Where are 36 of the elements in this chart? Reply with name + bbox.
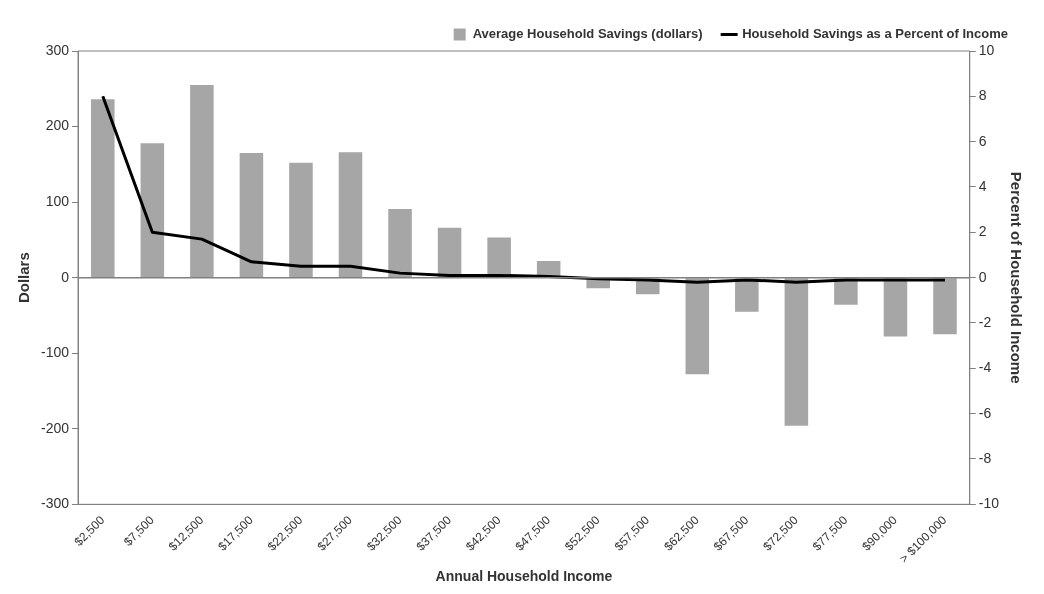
bar [735, 278, 759, 312]
y-tick-label: -200 [40, 419, 70, 436]
bar [338, 152, 363, 278]
y2-tick-label: 8 [978, 87, 987, 104]
y-tick-label: 0 [61, 268, 70, 285]
bar [239, 153, 264, 278]
bar [883, 278, 908, 337]
y2-tick-label: 4 [978, 177, 987, 194]
bar [685, 278, 710, 375]
y2-tick-label: -2 [978, 313, 992, 330]
y-tick-label: 100 [45, 192, 70, 209]
y-axis-title: Dollars [15, 252, 33, 304]
y2-tick-label: 2 [978, 223, 987, 240]
bar [784, 278, 809, 426]
bar [190, 85, 214, 278]
y2-tick-label: 0 [978, 268, 987, 285]
y2-tick-label: -6 [978, 404, 992, 421]
x-axis-title: Annual Household Income [435, 568, 613, 585]
y-tick-label: -300 [40, 495, 70, 512]
y-tick-label: 300 [45, 41, 70, 58]
bar [140, 143, 165, 278]
y2-tick-label: -4 [978, 359, 992, 376]
bar [91, 99, 115, 278]
y2-tick-label: -10 [978, 495, 1000, 512]
bar [388, 208, 412, 278]
y-tick-label: -100 [40, 344, 70, 361]
y2-tick-label: -8 [978, 449, 992, 466]
y2-axis-title: Percent of Household Income [1007, 171, 1025, 384]
bar [933, 278, 957, 335]
bar [437, 227, 462, 278]
legend-label: Average Household Savings (dollars) [472, 26, 703, 42]
legend-label: Household Savings as a Percent of Income [742, 26, 1009, 42]
y2-tick-label: 10 [978, 41, 995, 58]
y2-tick-label: 6 [978, 132, 987, 149]
bar [289, 162, 313, 278]
y-tick-label: 200 [45, 117, 70, 134]
